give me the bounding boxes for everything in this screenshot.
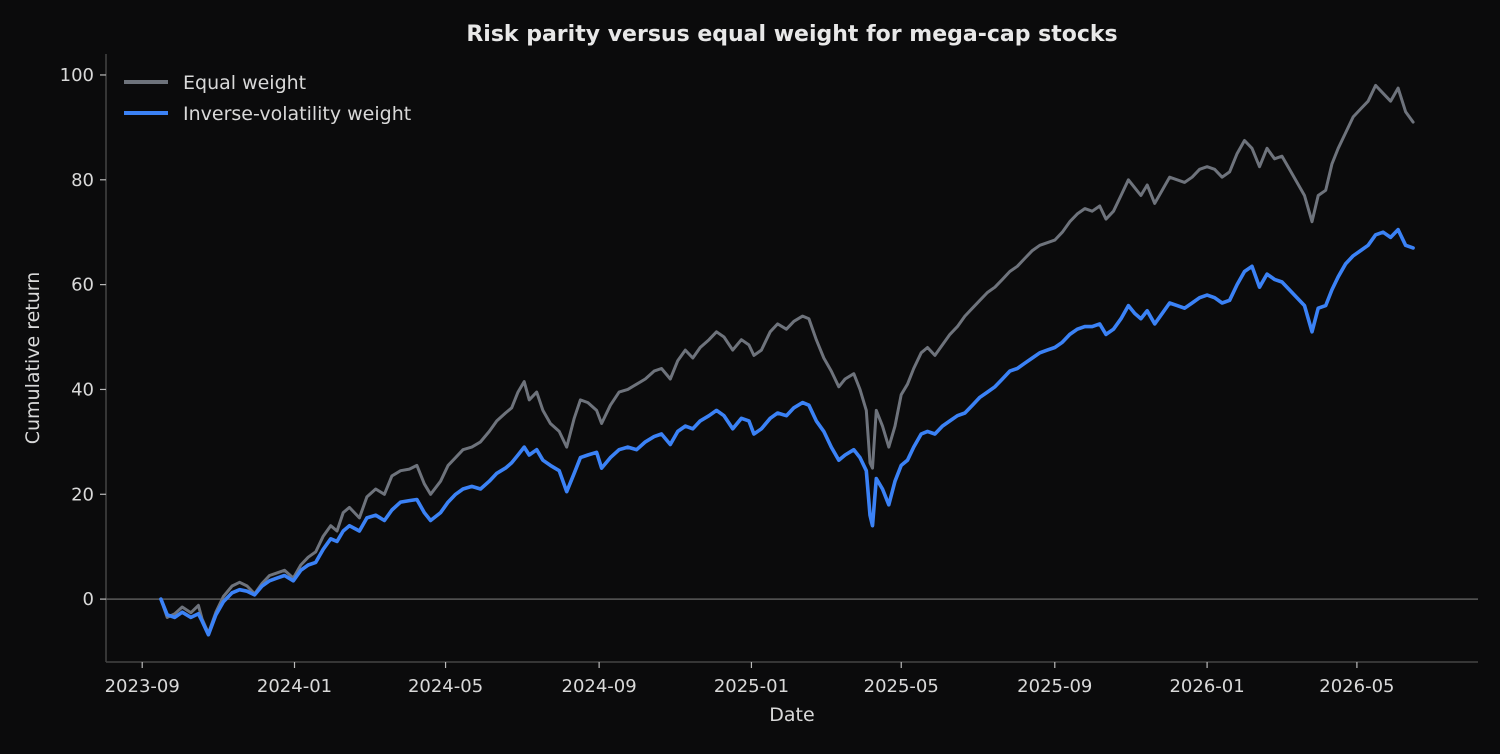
y-tick-label: 20 <box>71 484 94 505</box>
x-tick-label: 2024-01 <box>257 676 332 697</box>
y-axis-title: Cumulative return <box>22 272 44 445</box>
series-line-equal-weight <box>159 83 1415 635</box>
legend-label: Equal weight <box>183 72 306 94</box>
series-line-inverse-volatility <box>159 227 1415 637</box>
x-axis-title: Date <box>769 704 814 726</box>
y-tick-label: 0 <box>83 589 94 610</box>
chart-title: Risk parity versus equal weight for mega… <box>466 22 1117 47</box>
x-tick-label: 2024-09 <box>562 676 637 697</box>
x-tick-label: 2026-01 <box>1169 676 1244 697</box>
x-tick-label: 2025-01 <box>714 676 789 697</box>
axes: 0 20 40 60 80 100 2023-09 2024-01 2024-05 2024-09… <box>60 54 1478 697</box>
x-tick-label: 2025-05 <box>864 676 939 697</box>
series-group <box>159 83 1415 637</box>
x-tick-label: 2026-05 <box>1319 676 1394 697</box>
x-tick-label: 2023-09 <box>105 676 180 697</box>
y-tick-label: 100 <box>60 65 94 86</box>
x-tick-label: 2024-05 <box>408 676 483 697</box>
legend: Equal weight Inverse-volatility weight <box>124 72 411 125</box>
y-tick-label: 80 <box>71 170 94 191</box>
legend-label: Inverse-volatility weight <box>183 103 411 125</box>
y-tick-label: 60 <box>71 275 94 296</box>
x-tick-label: 2025-09 <box>1017 676 1092 697</box>
y-tick-label: 40 <box>71 379 94 400</box>
